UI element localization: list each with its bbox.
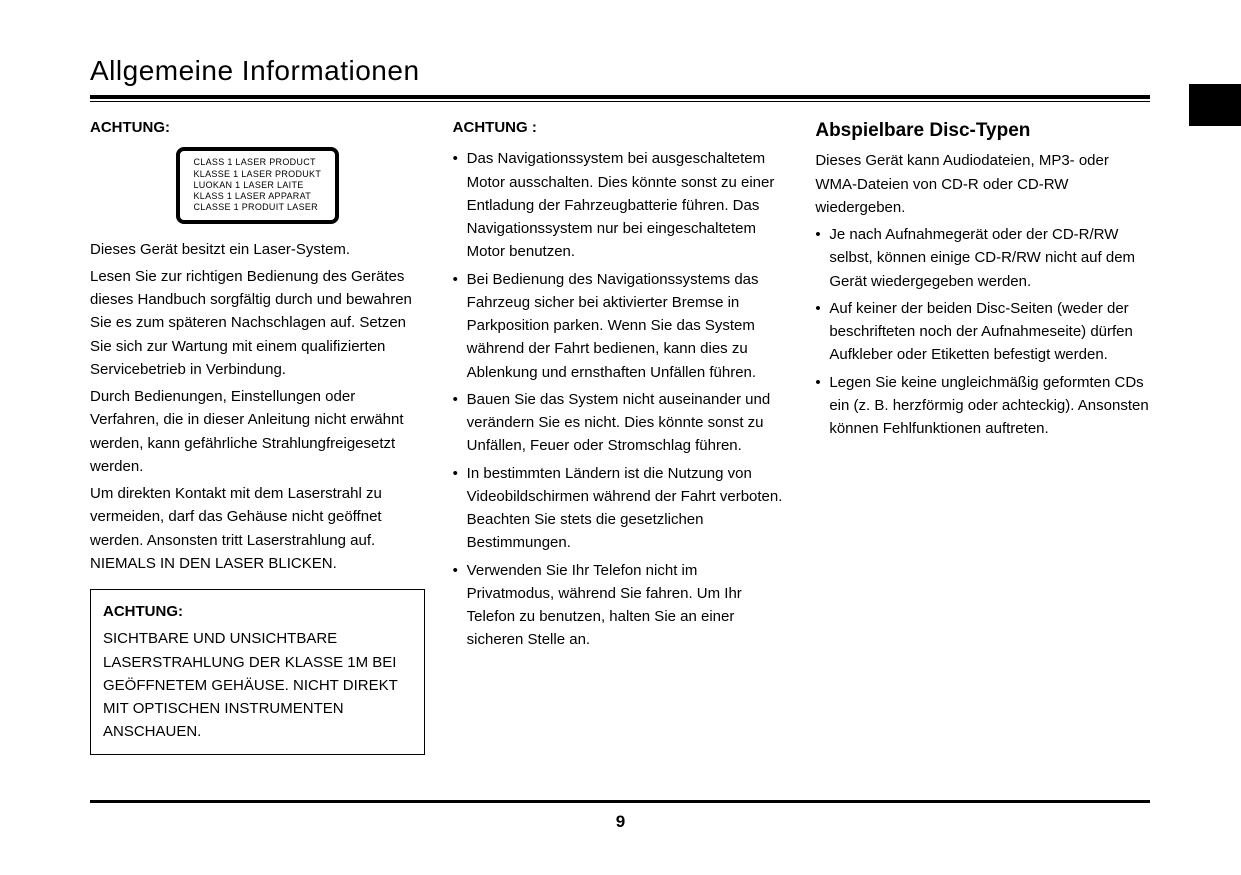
footer-rule — [90, 800, 1150, 803]
laser-label-line: CLASSE 1 PRODUIT LASER — [194, 202, 322, 213]
column-2: ACHTUNG : Das Navigationssystem bei ausg… — [453, 116, 788, 755]
achtung-label-1: ACHTUNG: — [90, 116, 425, 139]
achtung-label-2: ACHTUNG : — [453, 116, 788, 139]
section-intro: Dieses Gerät kann Audiodateien, MP3- ode… — [815, 149, 1150, 219]
laser-label-line: KLASSE 1 LASER PRODUKT — [194, 169, 322, 180]
achtung-warning-box: ACHTUNG: SICHTBARE UND UNSICHTBARE LASER… — [90, 589, 425, 755]
column-1: ACHTUNG: CLASS 1 LASER PRODUCT KLASSE 1 … — [90, 116, 425, 755]
achtung-box-text: SICHTBARE UND UNSICHTBARE LASERSTRAHLUNG… — [103, 627, 412, 743]
manual-page: Allgemeine Informationen ACHTUNG: CLASS … — [90, 55, 1150, 755]
side-tab-marker — [1189, 84, 1241, 126]
achtung-bullet-list: Das Navigationssystem bei ausgeschaltete… — [453, 147, 788, 651]
disc-types-bullet-list: Je nach Aufnahmegerät oder der CD-R/RW s… — [815, 223, 1150, 440]
laser-class-label: CLASS 1 LASER PRODUCT KLASSE 1 LASER PRO… — [176, 147, 340, 223]
laser-label-line: LUOKAN 1 LASER LAITE — [194, 180, 322, 191]
content-columns: ACHTUNG: CLASS 1 LASER PRODUCT KLASSE 1 … — [90, 116, 1150, 755]
column-3: Abspielbare Disc-Typen Dieses Gerät kann… — [815, 116, 1150, 755]
body-paragraph: Lesen Sie zur richtigen Bedienung des Ge… — [90, 265, 425, 381]
list-item: Bei Bedienung des Navigationssystems das… — [453, 268, 788, 384]
page-title: Allgemeine Informationen — [90, 55, 1150, 87]
laser-label-line: CLASS 1 LASER PRODUCT — [194, 157, 322, 168]
list-item: Je nach Aufnahmegerät oder der CD-R/RW s… — [815, 223, 1150, 293]
body-paragraph: Durch Bedienungen, Einstellungen oder Ve… — [90, 385, 425, 478]
laser-label-wrap: CLASS 1 LASER PRODUCT KLASSE 1 LASER PRO… — [90, 147, 425, 223]
title-rule-thin — [90, 101, 1150, 102]
page-number: 9 — [0, 812, 1241, 832]
achtung-box-label: ACHTUNG: — [103, 600, 412, 623]
section-heading-disc-types: Abspielbare Disc-Typen — [815, 116, 1150, 145]
body-paragraph: Dieses Gerät besitzt ein Laser-System. — [90, 238, 425, 261]
list-item: In bestimmten Ländern ist die Nutzung vo… — [453, 462, 788, 555]
list-item: Legen Sie keine ungleichmäßig geformten … — [815, 371, 1150, 441]
list-item: Bauen Sie das System nicht auseinander u… — [453, 388, 788, 458]
laser-label-line: KLASS 1 LASER APPARAT — [194, 191, 322, 202]
list-item: Verwenden Sie Ihr Telefon nicht im Priva… — [453, 559, 788, 652]
title-rule-thick — [90, 95, 1150, 99]
list-item: Das Navigationssystem bei ausgeschaltete… — [453, 147, 788, 263]
list-item: Auf keiner der beiden Disc-Seiten (weder… — [815, 297, 1150, 367]
body-paragraph: Um direkten Kontakt mit dem Laserstrahl … — [90, 482, 425, 575]
